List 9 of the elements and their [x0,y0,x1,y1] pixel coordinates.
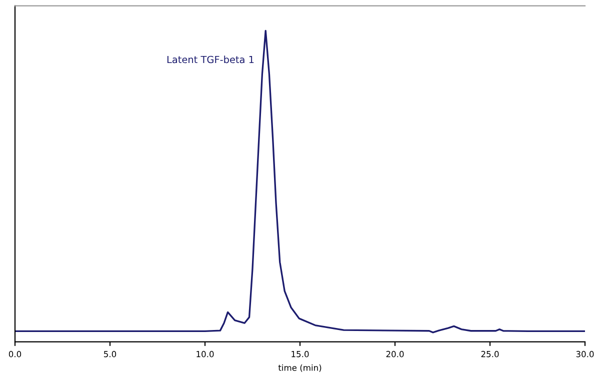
x-tick-label: 30.0 [576,350,594,358]
x-tick-label: 10.0 [196,350,214,358]
x-tick-label: 15.0 [292,350,309,358]
x-tick-label: 5.0 [104,350,116,358]
annotation: Latent TGF-beta 1 [167,56,254,64]
x-tick-label: 0.0 [8,350,22,358]
x-axis-title: time (min) [278,364,322,372]
x-tick-label: 20.0 [386,350,404,358]
x-tick-label: 25.0 [481,350,499,358]
